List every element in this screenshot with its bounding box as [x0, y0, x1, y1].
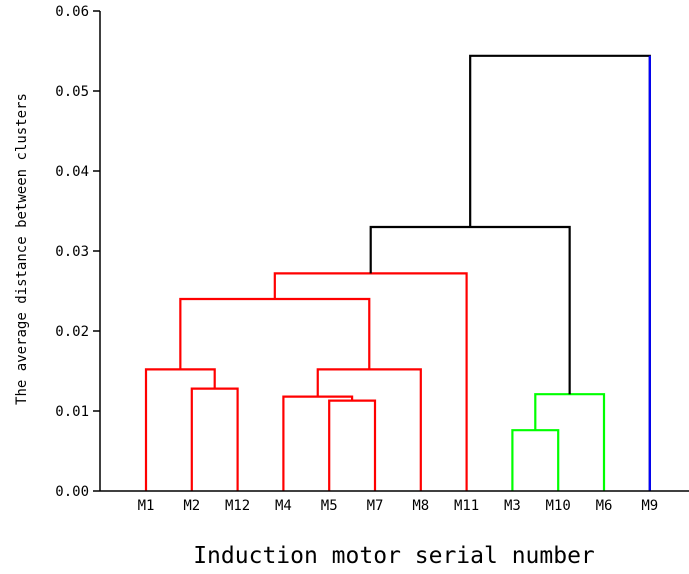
leaf-label: M10 — [546, 498, 571, 514]
dendrogram-link — [179, 297, 371, 370]
axes — [99, 11, 689, 492]
leaf-label: M4 — [275, 498, 292, 514]
leaf-label: M8 — [412, 498, 429, 514]
leaf-label: M12 — [225, 498, 250, 514]
leaf-label: M11 — [454, 498, 479, 514]
leaf-label: M3 — [504, 498, 521, 514]
leaf-label: M5 — [321, 498, 338, 514]
y-tick-label: 0.00 — [55, 484, 89, 500]
y-axis-title: The average distance between clusters — [14, 93, 30, 405]
dendrogram-link — [534, 393, 606, 491]
dendrogram-link — [328, 399, 377, 491]
dendrogram-link — [190, 387, 239, 491]
y-tick-label: 0.03 — [55, 244, 89, 260]
y-tick-label: 0.05 — [55, 84, 89, 100]
y-ticks: 0.00 0.01 0.02 0.03 0.04 0.05 0.06 — [55, 4, 100, 500]
leaf-label: M6 — [596, 498, 613, 514]
dendrogram-links — [144, 54, 651, 491]
y-tick-label: 0.04 — [55, 164, 89, 180]
dendrogram-link — [469, 54, 651, 491]
leaf-label: M9 — [641, 498, 658, 514]
y-tick-label: 0.06 — [55, 4, 89, 20]
dendrogram-link — [511, 429, 560, 491]
leaf-label: M1 — [138, 498, 155, 514]
leaf-label: M2 — [183, 498, 200, 514]
y-tick-label: 0.02 — [55, 324, 89, 340]
leaf-label: M7 — [367, 498, 384, 514]
y-tick-label: 0.01 — [55, 404, 89, 420]
x-axis-title: Induction motor serial number — [193, 543, 595, 569]
dendrogram-link — [316, 368, 422, 491]
x-tick-labels: M1 M2 M12 M4 M5 M7 M8 M11 M3 M10 M6 M9 — [138, 498, 659, 514]
dendrogram-link — [282, 395, 354, 491]
dendrogram-link — [273, 272, 468, 491]
